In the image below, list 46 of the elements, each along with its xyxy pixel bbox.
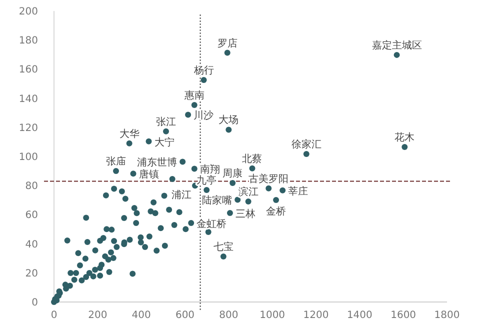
annotation: 徐家汇: [291, 138, 322, 151]
x-tick-label: 1400: [346, 310, 372, 321]
y-tick-label: 20: [25, 268, 38, 280]
y-tick-label: 120: [18, 122, 38, 134]
annotation: 莘庄: [288, 185, 308, 198]
y-tick-label: 160: [18, 64, 38, 76]
annotation: 金桥: [266, 206, 286, 218]
annotation: 七宝: [213, 240, 234, 253]
annotation: 张庙: [106, 156, 126, 168]
annotation: 浦东世博: [137, 156, 178, 169]
x-tick-label: 600: [175, 310, 195, 321]
annotation: 杨行: [192, 64, 214, 76]
annotation: 川沙: [194, 110, 214, 122]
annotation: 大华: [119, 128, 140, 140]
annotation: 金虹桥: [196, 218, 227, 230]
y-tick-label: 80: [25, 181, 38, 192]
annotation: 大宁: [154, 136, 174, 148]
y-tick-label: 140: [18, 94, 38, 105]
annotation: 周康: [222, 167, 243, 180]
annotation: 浦江: [172, 189, 192, 202]
y-tick-label: 100: [18, 152, 38, 163]
annotation: 惠南: [183, 89, 204, 102]
annotation: 唐镇: [138, 168, 159, 181]
annotation: 南翔: [200, 164, 220, 176]
x-tick-label: 1000: [260, 310, 286, 321]
y-tick-label: 60: [25, 210, 38, 222]
x-tick-label: 800: [219, 310, 238, 321]
x-tick-label: 400: [132, 310, 151, 321]
annotation: 陆家嘴: [202, 194, 232, 207]
y-tick-label: 40: [25, 239, 38, 250]
y-tick-label: 0: [32, 298, 38, 308]
annotation: 大场: [218, 114, 239, 126]
y-tick-label: 200: [18, 6, 38, 18]
annotation: 北蔡: [242, 152, 262, 165]
annotation: 罗店: [217, 37, 238, 50]
annotation: 滨江: [238, 186, 258, 198]
x-tick-label: 0: [50, 310, 58, 321]
x-tick-label: 200: [88, 310, 108, 321]
annotation: 三林: [235, 208, 256, 220]
x-tick-label: 1800: [434, 310, 460, 321]
annotation: 张江: [156, 116, 176, 128]
annotation: 花木: [394, 132, 415, 144]
y-tick-label: 180: [18, 36, 38, 47]
annotation: 嘉定主城区: [372, 39, 422, 52]
x-tick-label: 1200: [303, 310, 329, 321]
x-tick-label: 1600: [390, 310, 416, 321]
